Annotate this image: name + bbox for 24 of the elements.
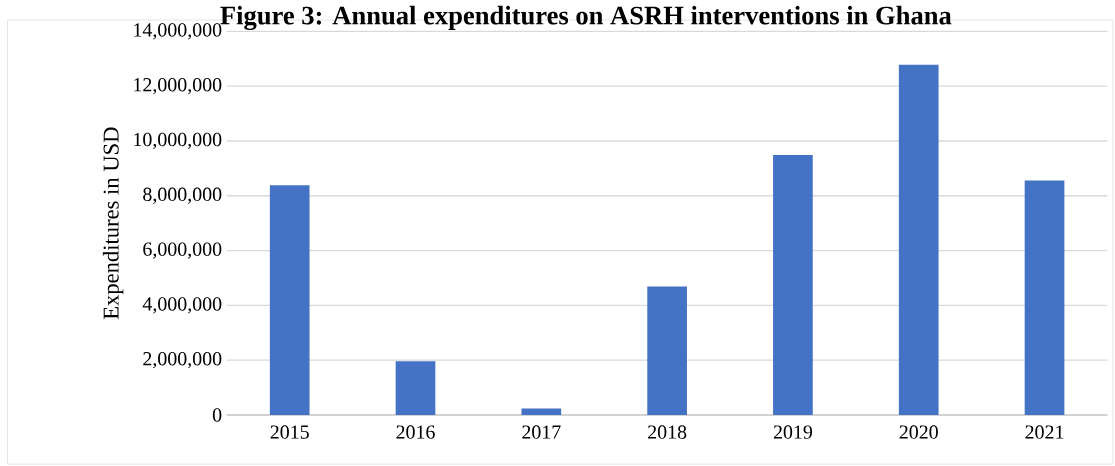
x-tick-label: 2021 <box>1025 425 1064 439</box>
bar <box>647 286 687 415</box>
chart-title: Figure 3: Annual expenditures on ASRH interventions in Ghana <box>220 5 952 31</box>
y-tick-label: 14,000,000 <box>134 23 222 40</box>
bar <box>521 408 562 415</box>
bar <box>898 64 939 415</box>
bar <box>1024 180 1065 415</box>
bar <box>773 154 813 415</box>
y-axis-title: Expenditures in USD <box>102 127 124 320</box>
bar <box>395 361 436 415</box>
y-tick-label: 4,000,000 <box>142 297 222 314</box>
y-tick-label: 0 <box>212 408 222 422</box>
y-tick-label: 2,000,000 <box>143 352 222 369</box>
y-tick-label: 10,000,000 <box>134 132 222 150</box>
x-tick-label: 2017 <box>522 425 561 439</box>
x-tick-label: 2015 <box>270 425 309 439</box>
y-tick-label: 12,000,000 <box>134 78 222 95</box>
y-tick-label: 6,000,000 <box>143 242 222 259</box>
x-tick-label: 2018 <box>648 425 687 439</box>
x-tick-label: 2019 <box>773 425 813 439</box>
x-tick-label: 2016 <box>396 425 435 439</box>
x-tick-label: 2020 <box>899 425 938 439</box>
bar <box>269 185 310 415</box>
y-tick-label: 8,000,000 <box>143 187 222 204</box>
